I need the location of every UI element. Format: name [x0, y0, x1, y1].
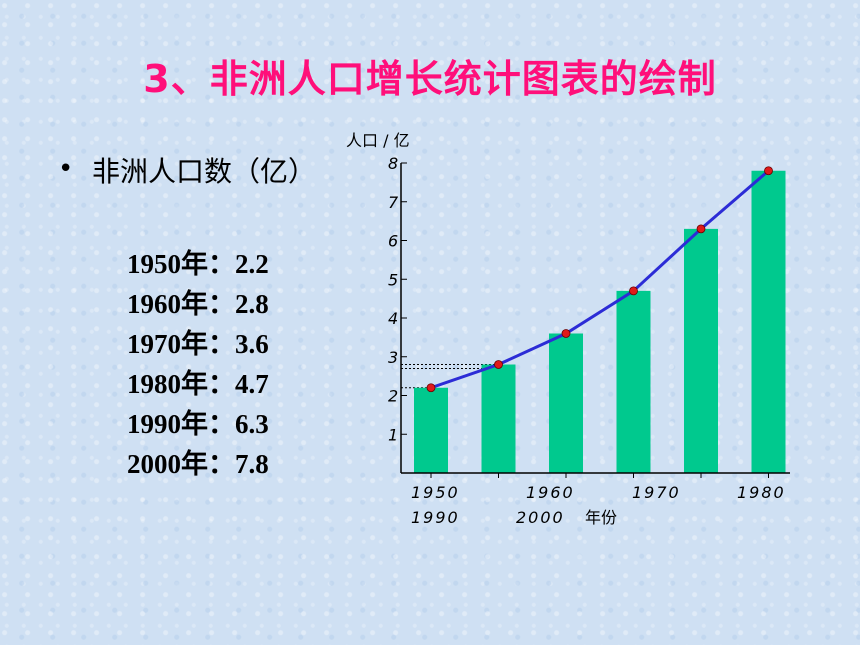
bar-1990 — [684, 228, 718, 473]
bullet-dot-icon: • — [58, 154, 74, 184]
y-tick-labels: 1 2 3 4 5 6 7 8 — [388, 154, 399, 444]
population-row: 1970年：3.6 — [127, 329, 269, 359]
data-point-1950 — [426, 383, 436, 393]
population-line — [430, 169, 770, 390]
data-point-1970 — [561, 329, 571, 338]
population-row: 1990年：6.3 — [127, 409, 269, 439]
data-point-2000 — [764, 166, 773, 176]
y-tick-label: 3 — [388, 348, 398, 367]
y-tick-label: 2 — [388, 387, 398, 406]
axes — [400, 162, 790, 478]
bar-1950 — [414, 387, 448, 473]
x-axis-title: 年份 — [585, 508, 617, 527]
population-row: 1980年：4.7 — [127, 369, 269, 399]
x-tick-label: 1990 — [411, 508, 460, 527]
x-tick-label: 2000 — [516, 508, 565, 527]
x-tick-label: 1960 — [526, 483, 575, 502]
markers — [426, 166, 773, 393]
population-row: 1950年：2.2 — [127, 249, 269, 279]
population-row: 2000年：7.8 — [127, 449, 269, 479]
bar-1960 — [481, 364, 516, 473]
x-tick-label: 1980 — [737, 483, 786, 502]
y-tick-label: 1 — [388, 425, 398, 444]
y-tick-label: 5 — [388, 270, 398, 289]
x-tick-label: 1970 — [632, 483, 681, 502]
y-tick-label: 6 — [388, 232, 398, 251]
bars — [414, 170, 786, 473]
y-tick-label: 4 — [388, 309, 398, 328]
bar-1970 — [549, 333, 583, 473]
population-list: 1950年：2.2 1960年：2.8 1970年：3.6 1980年：4.7 … — [127, 244, 269, 484]
bar-1980 — [616, 290, 651, 473]
trend-line — [430, 169, 770, 390]
population-row: 1960年：2.8 — [127, 289, 269, 319]
bar-2000 — [751, 170, 786, 473]
x-tick-label: 1950 — [411, 483, 460, 502]
x-tick-labels: 1950 1960 1970 1980 1990 2000 年份 — [411, 483, 786, 527]
data-point-1990 — [696, 224, 706, 234]
bullet-heading: 非洲人口数（亿） — [92, 155, 317, 188]
y-axis-title: 人口 / 亿 — [346, 131, 410, 150]
slide-title: 3、非洲人口增长统计图表的绘制 — [143, 57, 717, 101]
y-tick-label: 8 — [388, 154, 398, 173]
data-point-1980 — [629, 286, 638, 296]
y-tick-label: 7 — [388, 193, 399, 212]
data-point-1960 — [494, 360, 503, 369]
